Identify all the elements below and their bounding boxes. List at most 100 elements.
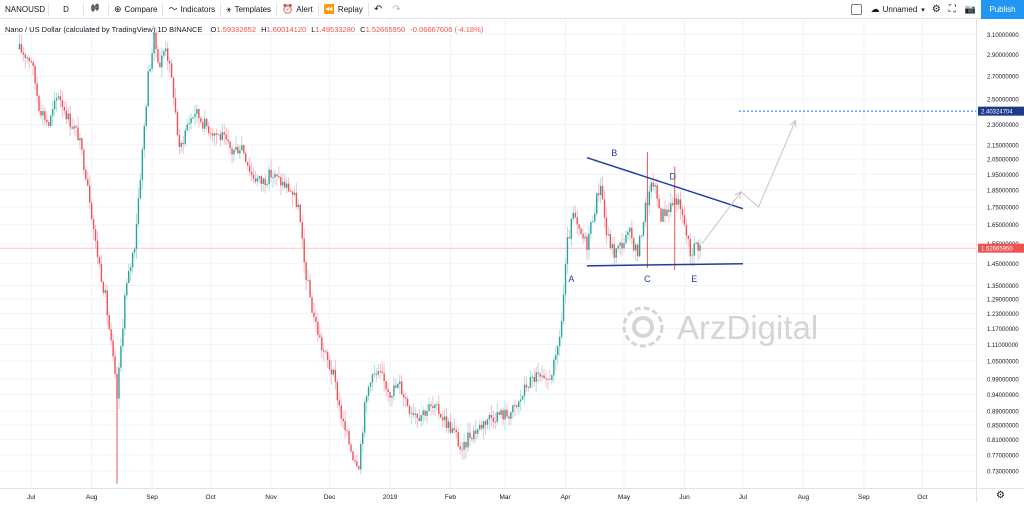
candle-body (128, 270, 130, 283)
select-checkbox[interactable] (850, 4, 862, 15)
candle-body (342, 418, 344, 422)
candle-body (609, 234, 612, 248)
candle-body (539, 373, 541, 377)
candle-body (371, 374, 374, 383)
candle-body (36, 83, 38, 96)
interval-label: D (63, 4, 69, 14)
price-tick-label: 0.94000000 (987, 393, 1019, 399)
candle-body (619, 242, 621, 246)
price-tick-label: 2.15000000 (987, 143, 1019, 149)
candle-body (188, 123, 190, 125)
candle-body (182, 142, 184, 144)
price-tick-label: 0.89000000 (987, 410, 1019, 416)
candle-body (332, 369, 335, 375)
publish-button[interactable]: Publish (981, 0, 1024, 19)
candle-body (26, 57, 28, 59)
indicators-button[interactable]: 〜 Indicators (163, 0, 220, 19)
snapshot-button[interactable]: 📷 (960, 0, 981, 19)
candle-body (207, 126, 210, 134)
candle-body (50, 115, 52, 126)
chart-type-button[interactable] (84, 0, 108, 19)
candle-body (297, 204, 300, 207)
redo-icon: ↷ (392, 3, 401, 15)
candle-body (592, 221, 594, 223)
candle-body (373, 373, 376, 375)
candle-body (157, 49, 159, 63)
candle-body (367, 386, 370, 397)
time-tick-label: Oct (917, 494, 927, 501)
candle-body (402, 394, 405, 398)
candle-body (32, 62, 34, 67)
settings-button[interactable]: ⚙ (928, 0, 945, 19)
candle-body (274, 174, 276, 178)
candle-body (607, 234, 610, 236)
candle-body (584, 236, 586, 239)
candle-body (535, 372, 537, 382)
chart-legend: Nano / US Dollar (calculated by TradingV… (5, 25, 483, 34)
price-tick-label: 2.70000000 (987, 74, 1019, 80)
candle-body (141, 149, 144, 180)
candle-body (675, 198, 678, 205)
candle-body (287, 183, 290, 192)
templates-button[interactable]: ⚹ Templates (221, 0, 276, 19)
candle-body (541, 375, 543, 377)
interval-button[interactable]: D (49, 0, 83, 19)
replay-button[interactable]: ⏪ Replay (319, 0, 368, 19)
candle-body (190, 118, 192, 124)
candle-body (87, 179, 89, 186)
plus-circle-icon: ⊕ (114, 3, 122, 14)
chart-area[interactable]: ArzDigital A B C D E (0, 20, 984, 488)
candle-body (480, 424, 483, 429)
redo-button[interactable]: ↷ (387, 0, 405, 19)
templates-label: Templates (234, 4, 272, 14)
candle-body (557, 346, 559, 355)
candle-body (65, 110, 67, 120)
candle-body (558, 336, 561, 347)
compare-button[interactable]: ⊕ Compare (109, 0, 162, 19)
candle-body (379, 371, 381, 372)
price-tick-label: 1.23000000 (987, 312, 1019, 318)
candle-body (122, 328, 124, 347)
price-tick-label: 1.11000000 (987, 343, 1019, 349)
alert-button[interactable]: ⏰ Alert (277, 0, 318, 19)
candle-body (502, 410, 504, 420)
candle-body (545, 378, 547, 380)
symbol-search[interactable]: NANOUSD (0, 0, 48, 19)
watermark: ArzDigital (622, 306, 818, 348)
candle-body (691, 255, 693, 257)
candle-body (118, 367, 120, 399)
time-tick-label: Dec (324, 494, 336, 501)
candle-body (362, 432, 364, 444)
candle-body (61, 100, 64, 107)
candle-body (360, 443, 362, 470)
price-axis[interactable]: 3.10000000 2.90000000 2.70000000 2.50000000… (976, 20, 1024, 488)
layout-name: Unnamed (882, 5, 918, 14)
candle-body (424, 410, 426, 416)
candle-body (438, 404, 440, 415)
candle-body (106, 290, 108, 316)
time-axis[interactable]: Jul Aug Sep Oct Nov Dec 2019 Feb Mar Apr May Jun Jul… (0, 488, 987, 502)
candle-body (30, 60, 32, 63)
candle-body (521, 395, 524, 400)
candle-body (124, 295, 126, 329)
undo-button[interactable]: ↶ (369, 0, 387, 19)
drawings[interactable]: A B C D E (568, 119, 797, 284)
candles-icon (90, 3, 100, 15)
candle-body (644, 202, 647, 222)
layout-button[interactable]: ☁ Unnamed ▾ (868, 0, 928, 19)
fullscreen-button[interactable]: ⛶ (945, 0, 960, 19)
chart-settings-button[interactable]: ⚙ (976, 488, 1024, 502)
candle-body (666, 209, 668, 217)
candle-body (693, 243, 695, 256)
candle-body (69, 113, 71, 128)
candle-body (90, 202, 93, 220)
candle-body (496, 412, 498, 422)
toolbar-right: ☁ Unnamed ▾ ⚙ ⛶ 📷 Publish (843, 0, 1024, 19)
candle-body (264, 178, 266, 186)
candle-body (488, 414, 491, 420)
candle-body (346, 430, 348, 432)
candle-body (410, 412, 413, 414)
candle-body (414, 413, 417, 415)
candle-body (71, 127, 73, 129)
replay-label: Replay (337, 4, 363, 14)
